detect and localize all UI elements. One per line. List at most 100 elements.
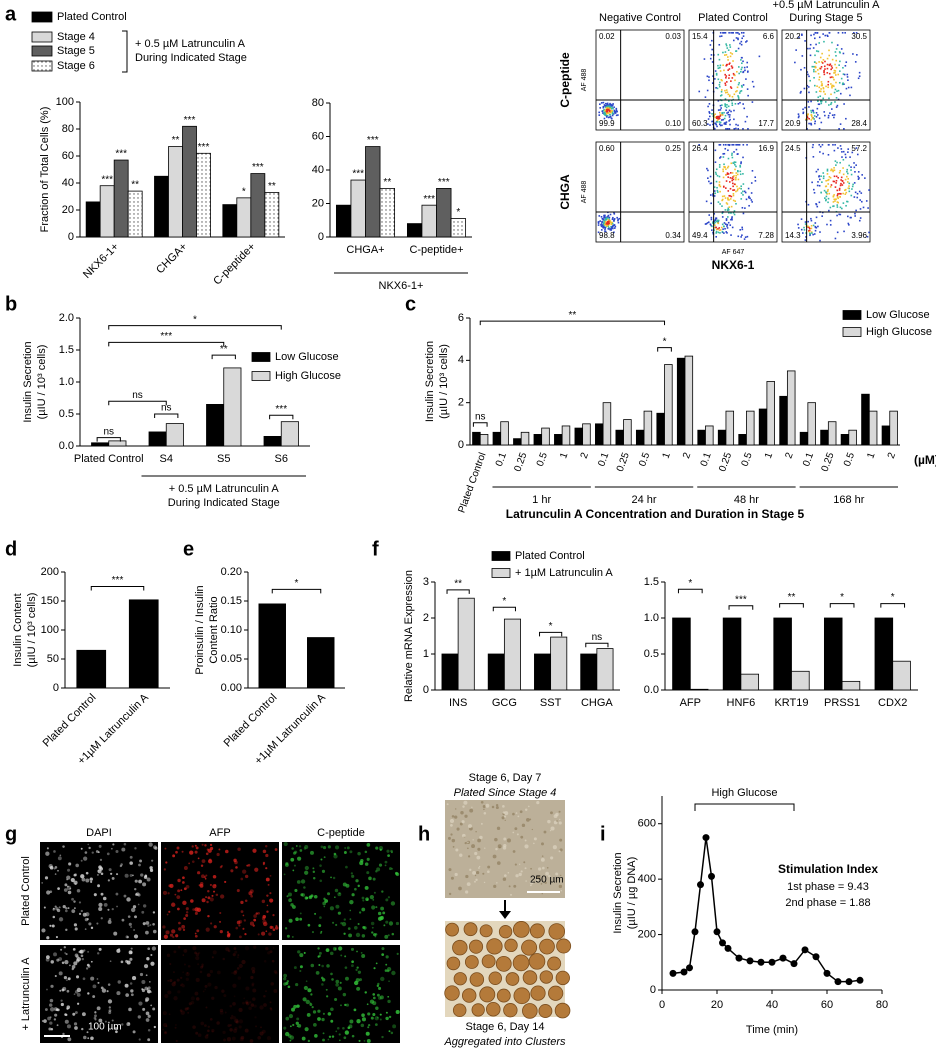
cell [118, 948, 121, 951]
event [733, 210, 736, 212]
event [720, 35, 723, 37]
event [810, 109, 812, 112]
cell [299, 912, 302, 915]
axis-channel: AF 647 [722, 249, 745, 256]
cluster [488, 971, 503, 985]
cell [206, 848, 209, 851]
event [744, 236, 747, 239]
event [840, 182, 842, 185]
bar [250, 173, 266, 238]
cluster [505, 972, 520, 986]
point [724, 944, 732, 952]
event [860, 192, 863, 194]
event [718, 123, 721, 126]
event [710, 218, 713, 221]
event [837, 193, 839, 195]
cell [283, 873, 286, 876]
event [723, 32, 726, 34]
significance-label: ** [220, 344, 228, 355]
cell [266, 910, 269, 913]
cell [212, 884, 217, 889]
speck [503, 837, 507, 841]
cell [274, 971, 278, 975]
event [734, 168, 736, 171]
speck [519, 810, 523, 814]
event [823, 65, 826, 68]
significance-bracket [446, 589, 470, 594]
cell [98, 906, 103, 912]
bar [554, 434, 563, 446]
event [603, 111, 606, 114]
cell [107, 920, 112, 924]
event [811, 146, 814, 149]
cell [77, 1002, 80, 1005]
bar [561, 425, 571, 446]
cell [349, 918, 352, 921]
cell [209, 969, 213, 974]
event [830, 184, 833, 186]
cell [100, 917, 103, 920]
bar [108, 440, 127, 447]
cell [142, 904, 147, 908]
event [822, 59, 825, 61]
legend-bracket [122, 30, 128, 73]
event [600, 229, 603, 231]
event [835, 81, 837, 84]
event [602, 224, 605, 226]
event [600, 223, 603, 225]
cell [335, 983, 339, 987]
event [801, 55, 804, 57]
y-tick-label: 400 [638, 873, 656, 885]
cell [345, 865, 348, 869]
cell [211, 1028, 215, 1033]
cell [101, 988, 107, 993]
event [812, 233, 814, 236]
event [717, 78, 720, 81]
event [727, 197, 729, 200]
event [856, 192, 859, 195]
event [867, 207, 869, 209]
cell [84, 917, 89, 922]
cell [310, 963, 315, 968]
cell [207, 914, 210, 918]
cell [56, 1024, 59, 1027]
cell [327, 1012, 332, 1016]
cell [128, 1007, 132, 1012]
cell [97, 869, 100, 872]
event [617, 218, 619, 221]
cell [331, 1035, 335, 1038]
event [848, 224, 850, 226]
event [737, 153, 739, 155]
cell [373, 996, 376, 1000]
cell [318, 924, 322, 927]
cell [80, 909, 83, 913]
speck [541, 892, 543, 895]
cell [263, 1003, 267, 1007]
speck [482, 804, 486, 808]
event [715, 235, 718, 238]
x-tick-label: 2 [579, 451, 591, 460]
event [815, 62, 818, 65]
event [609, 115, 612, 118]
event [711, 82, 714, 84]
cell [244, 945, 250, 951]
cell [240, 877, 244, 881]
cell [343, 1036, 347, 1040]
event [835, 106, 838, 108]
cell [207, 859, 213, 864]
event [718, 115, 720, 118]
event [740, 43, 743, 46]
bar [550, 636, 568, 691]
event [754, 180, 757, 182]
event [603, 221, 605, 223]
cell [396, 952, 399, 955]
event [724, 54, 726, 56]
event [714, 218, 717, 220]
event [831, 58, 834, 61]
cell [47, 1016, 51, 1021]
event [730, 195, 733, 198]
significance-bracket [492, 606, 516, 612]
cell [339, 981, 342, 984]
bar [697, 429, 706, 446]
event [836, 231, 839, 234]
